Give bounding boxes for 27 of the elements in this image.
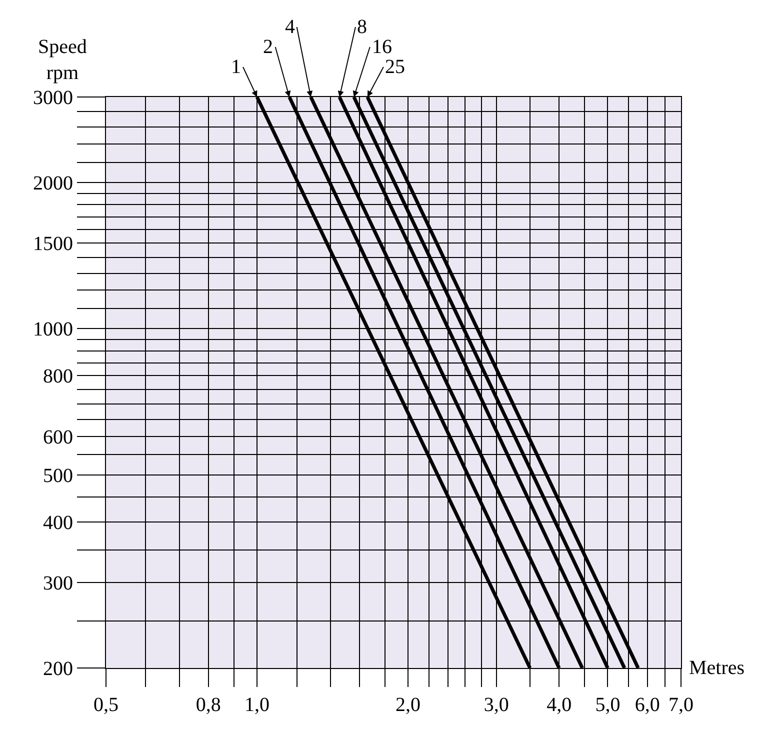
x-tick-label: 0,8	[196, 694, 221, 716]
y-tick-label: 800	[43, 366, 73, 388]
y-tick-label: 3000	[33, 87, 73, 109]
x-tick-label: 0,5	[94, 694, 118, 716]
x-tick-label: 1,0	[244, 694, 270, 716]
x-tick-label: 6,0	[634, 694, 660, 716]
y-tick-label: 1500	[33, 233, 73, 256]
y-tick-label: 300	[43, 572, 73, 595]
x-tick-label: 5,0	[595, 694, 620, 716]
x-tick-label: 3,0	[484, 694, 509, 716]
y-axis-title: Speed rpm	[38, 36, 87, 84]
y-tick-label: 400	[43, 512, 73, 534]
y-tick-label: 500	[43, 464, 73, 487]
text: 16	[372, 36, 392, 58]
y-tick-label: 2000	[33, 172, 73, 194]
series-label: 1	[231, 56, 241, 78]
x-tick-label: 4,0	[546, 694, 572, 716]
text: 4	[285, 16, 295, 38]
text: 8	[357, 16, 367, 38]
y-tick-label: 600	[43, 426, 73, 448]
x-tick-label: 2,0	[396, 694, 421, 716]
series-label: 25	[385, 56, 405, 78]
y-tick-label: 1000	[33, 318, 73, 341]
text: 2	[263, 36, 273, 58]
x-tick-label: 7,0	[668, 694, 694, 716]
x-axis-title: Metres	[689, 657, 745, 679]
y-tick-label: 200	[43, 658, 73, 680]
